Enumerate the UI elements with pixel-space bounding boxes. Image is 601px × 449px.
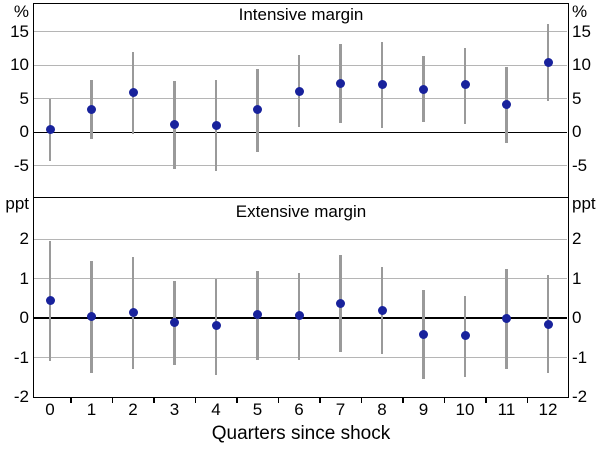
x-tick-label: 9 [418, 400, 429, 419]
x-tick-label: 4 [211, 400, 221, 419]
gridline [34, 64, 567, 66]
data-point [294, 86, 304, 96]
data-point [336, 298, 345, 308]
y-tick-label: 10 [572, 55, 591, 75]
data-point [128, 308, 138, 318]
data-point [294, 310, 304, 320]
x-tick [194, 397, 196, 403]
data-point [543, 58, 553, 68]
y-tick-label: -1 [13, 347, 29, 367]
data-point [211, 321, 221, 331]
x-tick [277, 397, 279, 403]
x-tick-label: 3 [169, 400, 180, 419]
data-point [87, 312, 96, 322]
x-axis-title: Quarters since shock [211, 423, 391, 444]
x-tick [360, 397, 362, 403]
y-tick-label: 10 [10, 55, 29, 75]
x-tick-label: 10 [455, 400, 475, 419]
gridline [34, 165, 567, 167]
top-panel-unit-right: % [572, 2, 588, 21]
panel-divider-line [33, 196, 569, 198]
x-tick [485, 397, 487, 403]
x-tick-label: 11 [497, 400, 516, 419]
gridline [34, 278, 567, 280]
x-tick [319, 397, 321, 403]
y-tick-label: 15 [572, 21, 591, 41]
y-tick-label: -2 [13, 387, 29, 406]
y-tick-label: 5 [572, 88, 582, 108]
y-tick-label: 2 [572, 229, 582, 249]
data-point [543, 319, 553, 329]
top-panel-title: Intensive margin [238, 5, 364, 24]
zero-line [34, 131, 567, 134]
bottom-panel-unit-left: ppt [5, 194, 29, 213]
x-tick-label: 6 [294, 400, 304, 419]
data-point [128, 88, 138, 98]
x-tick-label: 2 [128, 400, 138, 419]
data-point [253, 309, 262, 319]
x-tick-label: 1 [86, 400, 97, 419]
x-tick-label: 7 [335, 400, 346, 419]
y-tick-label: 1 [572, 268, 582, 288]
data-point [336, 78, 345, 88]
y-tick-label: 0 [19, 122, 29, 142]
y-tick-label: -5 [572, 155, 588, 175]
y-tick-label: 2 [19, 229, 29, 249]
data-point [460, 80, 470, 90]
gridline [34, 31, 567, 33]
y-tick-label: 0 [572, 308, 582, 328]
x-tick [236, 397, 238, 403]
data-point [87, 105, 96, 115]
x-tick [526, 397, 528, 403]
data-point [45, 125, 55, 135]
data-point [170, 317, 179, 327]
x-tick [111, 397, 113, 403]
data-point [211, 121, 221, 131]
plot-frame [33, 3, 569, 398]
x-tick-label: 5 [252, 400, 263, 419]
x-tick [153, 397, 155, 403]
top-panel-unit-left: % [13, 2, 29, 21]
data-point [170, 119, 179, 129]
y-tick-label: 0 [572, 122, 582, 142]
data-point [377, 80, 387, 90]
x-tick-label: 8 [377, 400, 387, 419]
bottom-panel-title: Extensive margin [235, 202, 367, 221]
data-point [377, 305, 387, 315]
data-point [502, 100, 511, 110]
x-tick [70, 397, 72, 403]
data-point [419, 84, 428, 94]
data-point [253, 105, 262, 115]
y-tick-label: 5 [19, 88, 29, 108]
data-point [460, 331, 470, 341]
data-point [45, 295, 55, 305]
x-tick-label: 12 [538, 400, 558, 419]
y-tick-label: -2 [572, 387, 588, 406]
gridline [34, 357, 567, 359]
x-tick [402, 397, 404, 403]
x-tick-label: 0 [45, 400, 55, 419]
y-tick-label: 15 [10, 21, 29, 41]
y-tick-label: -5 [13, 155, 29, 175]
gridline [34, 238, 567, 240]
y-tick-label: 1 [19, 268, 29, 288]
data-point [502, 313, 511, 323]
y-tick-label: -1 [572, 347, 588, 367]
y-tick-label: 0 [19, 308, 29, 328]
x-tick [443, 397, 445, 403]
gridline [34, 98, 567, 100]
data-point [419, 330, 428, 340]
bottom-panel-unit-right: ppt [572, 194, 596, 213]
